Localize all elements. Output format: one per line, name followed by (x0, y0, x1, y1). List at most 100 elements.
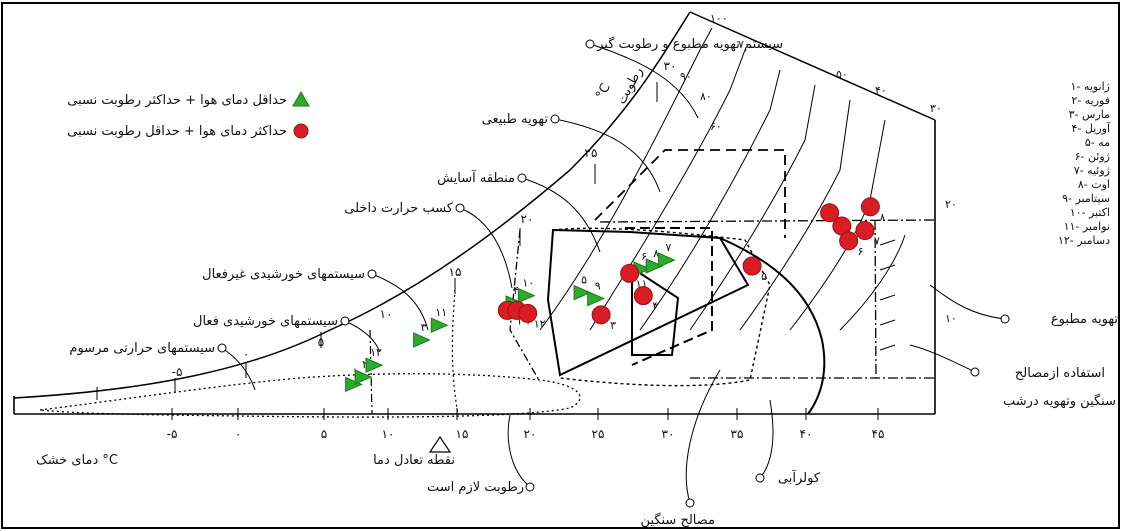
label-dry-bulb: دمای خشک °C (36, 453, 118, 468)
min-marker-triangle (587, 290, 605, 307)
label-mass-use: استفاده ازمصالح (1015, 366, 1105, 381)
max-marker-label: ۱ (516, 314, 522, 327)
month-item: ۸- اوت (1078, 178, 1110, 191)
months-list: ۱- ژانویه ۲- فوریه ۳- مارس ۴- آوریل ۵- م… (1058, 80, 1111, 247)
wet-bulb-label: ۲۵ (585, 146, 598, 160)
max-marker-label: ۱۲ (534, 317, 546, 330)
label-mech-vent: سیستم تهویه مطبوع و رطوبت گیر (596, 36, 783, 52)
x-tick-label: ۳۰ (662, 427, 675, 441)
x-tick-label: ۴۰ (800, 427, 813, 441)
min-marker-label: ۸ (653, 247, 659, 260)
month-item: ۱۰- اکتبر (1070, 206, 1110, 219)
label-passive-solar: سیستمهای خورشیدی غیرفعال (202, 267, 365, 282)
max-marker-label: ۳ (610, 319, 616, 332)
x-tick-label: -۵ (167, 427, 178, 441)
month-item: ۲- فوریه (1071, 94, 1110, 107)
wet-bulb-label: ۵ (318, 335, 324, 349)
month-item: ۹- سپتامبر (1062, 192, 1110, 205)
rh-label: ۱۰ (945, 312, 957, 325)
label-evap-cooling: کولرآبی (778, 469, 821, 486)
label-celsius: °C (593, 81, 614, 102)
min-marker-triangle (517, 287, 536, 304)
min-marker-triangle (365, 357, 384, 373)
min-marker-triangle (430, 317, 449, 333)
min-marker-label: ۷ (665, 241, 671, 254)
min-marker-label: ۴ (513, 284, 519, 297)
rh-label: ۵۰ (836, 68, 848, 81)
rh-label: ۸۰ (700, 90, 712, 103)
wet-bulb-label: -۵ (172, 365, 183, 379)
internal-gain-zone (509, 229, 541, 383)
mass-night-vent-zone (599, 219, 936, 223)
month-item: ۳- مارس (1069, 108, 1110, 121)
wet-bulb-labels: -۵ ۰ ۵ ۱۰ ۱۵ ۲۰ ۲۵ ۳۰ (172, 59, 677, 379)
heavy-mass-zone (552, 227, 771, 387)
max-marker-circle (839, 231, 859, 251)
label-conventional-heat: سیستمهای حرارتی مرسوم (69, 341, 215, 356)
max-marker-circle (820, 203, 840, 223)
balance-point-icon (428, 435, 452, 453)
month-item: ۴- آوریل (1072, 121, 1111, 135)
humidity-needed-zone (39, 373, 581, 418)
rh-label: ۲۰ (945, 198, 957, 211)
passive-solar-boundary (451, 289, 459, 415)
max-marker-label: ۱۱ (636, 277, 648, 290)
x-tick-label: ۴۵ (872, 427, 885, 441)
x-tick-label: ۱۵ (456, 427, 469, 441)
month-item: ۵- مه (1085, 136, 1110, 149)
wet-bulb-label: ۲۰ (521, 212, 534, 226)
rh-labels: ۱۰۰ ۹۰ ۸۰ ۷۰ ۶۰ ۵۰ ۴۰ ۳۰ ۲۰ ۱۰ (680, 12, 957, 325)
comfort-zone-outline (546, 228, 750, 377)
label-air-conditioning: تهویه مطبوع (1051, 312, 1118, 327)
month-item: ۱۱- نوامبر (1064, 220, 1110, 233)
max-marker-circle (620, 263, 640, 283)
wet-bulb-label: ۰ (243, 347, 249, 361)
top-boundary (689, 11, 936, 121)
legend-circle-icon (293, 123, 309, 139)
comfort-zone-inner (631, 266, 680, 356)
label-natural-vent: تهویه طبیعی (482, 112, 549, 127)
month-item: ۱- ژانویه (1071, 80, 1110, 93)
min-marker-label: ۶ (641, 250, 647, 263)
min-marker-triangle (354, 369, 373, 385)
min-marker-label: ۱۲ (370, 346, 382, 359)
label-internal-gain: کسب حرارت داخلی (344, 201, 454, 216)
min-marker-label: ۲ (362, 358, 368, 371)
max-marker-circle (591, 305, 611, 325)
label-balance-point: نقطه تعادل دما (373, 453, 455, 468)
rh-label: ۹۰ (680, 70, 692, 83)
max-marker-label: ۸ (879, 211, 885, 224)
x-tick-label: ۲۵ (592, 427, 605, 441)
wet-bulb-ticks (96, 82, 658, 400)
x-tick-label: ۲۰ (524, 427, 537, 441)
x-tick-label: ۵ (321, 427, 327, 441)
max-marker-circle (633, 286, 653, 306)
x-tick-labels: -۵ ۰ ۵ ۱۰ ۱۵ ۲۰ ۲۵ ۳۰ ۳۵ ۴۰ ۴۵ (167, 427, 885, 441)
min-marker-label: ۱۱ (435, 306, 447, 319)
wet-bulb-label: ۳۰ (664, 59, 677, 73)
monthly-markers: ۱۲۱۲۳۱۱۴۱۰۵۹۶۸۷۱۲۱۲۳۱۱۴۵۹۱۰۶۷۸ (345, 197, 885, 393)
x-tick-label: ۰ (235, 427, 241, 441)
evaporative-cooling-zone (719, 237, 826, 415)
month-item: ۱۲- دسامبر (1058, 234, 1110, 247)
min-marker-label: ۱۰ (522, 277, 534, 290)
rh-label: ۴۰ (875, 84, 887, 97)
leader-lines (221, 43, 1006, 504)
month-item: ۶- ژوئن (1075, 150, 1110, 163)
max-marker-label: ۷ (874, 234, 880, 247)
rh-label: ۳۰ (930, 102, 942, 115)
heating-boundary (369, 329, 373, 415)
max-marker-label: ۵ (761, 270, 767, 283)
month-item: ۷- ژوئیه (1074, 164, 1110, 177)
rh-label: ۱۰۰ (710, 12, 728, 25)
comfort-zone-dashed (625, 227, 713, 366)
max-marker-label: ۴ (652, 300, 658, 313)
max-marker-circle (742, 256, 762, 276)
legend-triangle-icon (292, 90, 310, 107)
label-active-solar: سیستمهای خورشیدی فعال (193, 314, 338, 329)
min-marker-triangle (345, 376, 363, 393)
x-tick-label: ۳۵ (731, 427, 744, 441)
